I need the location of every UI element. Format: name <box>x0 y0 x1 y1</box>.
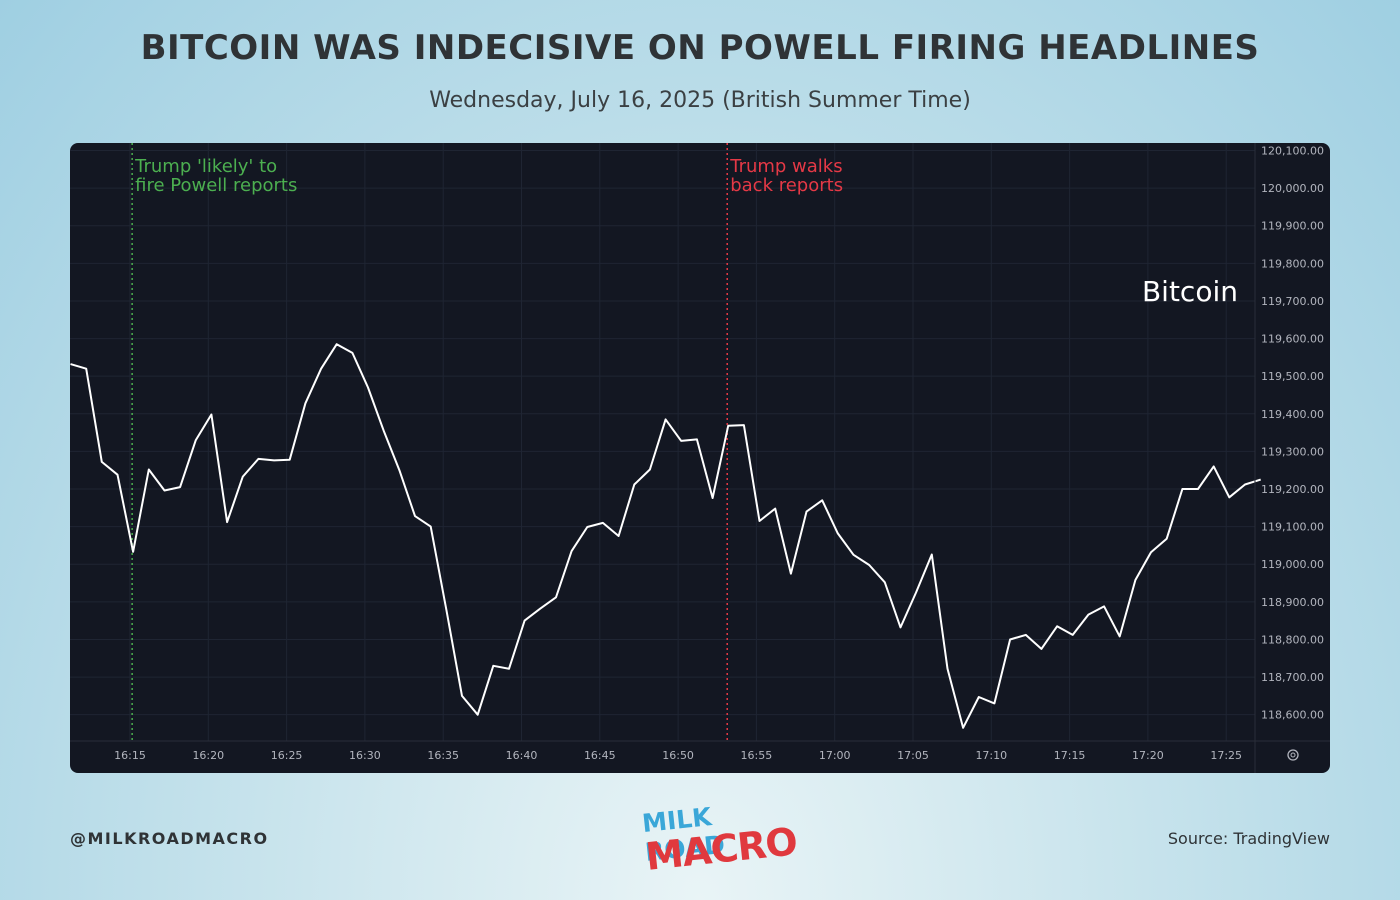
y-tick-label: 119,600.00 <box>1261 333 1324 346</box>
footer-source: Source: TradingView <box>1167 829 1330 848</box>
y-tick-label: 119,300.00 <box>1261 445 1324 458</box>
y-tick-label: 118,800.00 <box>1261 633 1324 646</box>
x-tick-label: 16:25 <box>271 749 303 762</box>
chart-subtitle: Wednesday, July 16, 2025 (British Summer… <box>429 88 971 113</box>
x-tick-label: 16:50 <box>662 749 694 762</box>
chart-title: BITCOIN WAS INDECISIVE ON POWELL FIRING … <box>140 28 1260 68</box>
x-tick-label: 16:40 <box>506 749 538 762</box>
x-tick-label: 17:05 <box>897 749 929 762</box>
gear-icon[interactable] <box>1287 749 1299 761</box>
y-tick-label: 118,700.00 <box>1261 671 1324 684</box>
x-tick-label: 16:55 <box>741 749 773 762</box>
x-tick-label: 16:20 <box>192 749 224 762</box>
axes: 120,100.00 120,000.00 119,900.00 119,800.00… <box>70 143 1330 773</box>
footer-handle: @MILKROADMACRO <box>70 829 269 848</box>
price-series <box>70 343 1261 729</box>
event-label-line2: back reports <box>730 175 843 196</box>
x-tick-label: 17:20 <box>1132 749 1164 762</box>
y-tick-label: 119,500.00 <box>1261 370 1324 383</box>
event-label-line2: fire Powell reports <box>135 175 297 196</box>
x-tick-label: 17:10 <box>975 749 1007 762</box>
event-label-line1: Trump walks <box>729 156 842 177</box>
x-tick-label: 17:00 <box>819 749 851 762</box>
bitcoin-price-line <box>70 343 1261 729</box>
y-tick-label: 120,100.00 <box>1261 145 1324 158</box>
x-tick-label: 16:35 <box>427 749 459 762</box>
y-tick-label: 119,800.00 <box>1261 257 1324 270</box>
y-tick-label: 119,900.00 <box>1261 220 1324 233</box>
x-tick-label: 16:30 <box>349 749 381 762</box>
chart-panel: Trump 'likely' to fire Powell reports Trum… <box>70 143 1330 773</box>
y-tick-label: 120,000.00 <box>1261 182 1324 195</box>
price-axis-ticks: 120,100.00 120,000.00 119,900.00 119,800.00… <box>1261 145 1324 722</box>
y-tick-label: 118,900.00 <box>1261 596 1324 609</box>
y-tick-label: 119,200.00 <box>1261 483 1324 496</box>
series-label: Bitcoin <box>1142 275 1238 308</box>
y-tick-label: 118,600.00 <box>1261 709 1324 722</box>
x-tick-label: 16:45 <box>584 749 616 762</box>
grid-lines <box>70 143 1255 741</box>
milk-road-macro-logo: MILK ROAD MACRO <box>636 789 799 887</box>
event-label-line1: Trump 'likely' to <box>134 156 277 177</box>
x-tick-label: 16:15 <box>114 749 146 762</box>
y-tick-label: 119,000.00 <box>1261 558 1324 571</box>
x-tick-label: 17:15 <box>1054 749 1086 762</box>
y-tick-label: 119,700.00 <box>1261 295 1324 308</box>
y-tick-label: 119,400.00 <box>1261 408 1324 421</box>
y-tick-label: 119,100.00 <box>1261 521 1324 534</box>
time-axis-ticks: 16:15 16:20 16:25 16:30 16:35 16:40 16:45 16:50… <box>114 749 1242 762</box>
x-tick-label: 17:25 <box>1210 749 1242 762</box>
